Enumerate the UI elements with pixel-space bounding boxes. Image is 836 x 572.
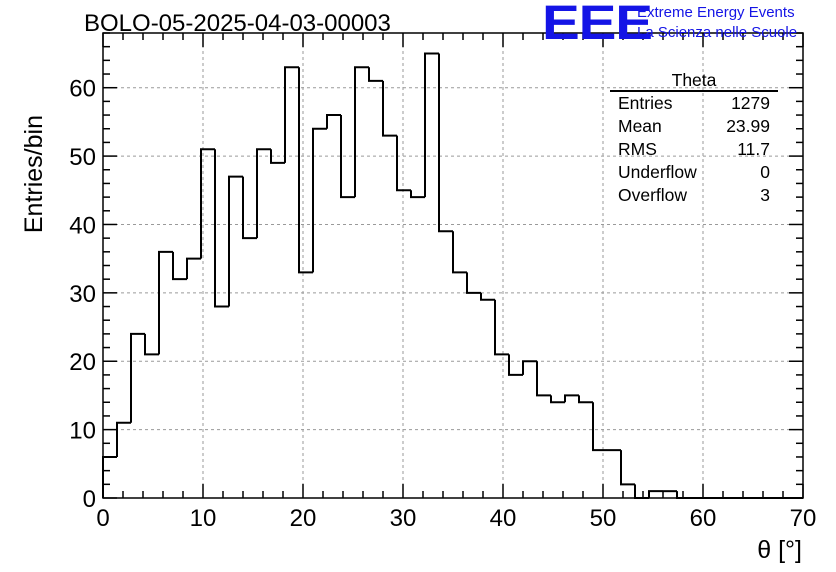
histogram-bin [410,190,425,199]
stats-row-entries: Entries 1279 [610,92,778,115]
x-tick-label: 70 [790,505,817,532]
stats-row-mean: Mean 23.99 [610,115,778,138]
histogram-bin [186,257,201,280]
stats-title: Theta [610,70,778,92]
y-axis-label: Entries/bin [20,115,48,234]
stats-label: Overflow [618,185,688,205]
histogram-bin [452,231,467,274]
y-tick-label: 50 [69,144,96,171]
x-axis-label: θ [°] [757,536,802,564]
histogram-bin [200,148,215,259]
histogram-bins [102,52,803,499]
x-tick-label: 50 [590,505,617,532]
y-tick-label: 40 [69,212,96,239]
y-tick-label: 30 [69,281,96,308]
histogram-bin [508,354,523,376]
histogram-bin [130,332,145,423]
histogram-bin [144,333,159,356]
histogram-bin [172,251,187,281]
histogram-bin [564,394,579,403]
stats-value: 11.7 [737,139,770,159]
histogram-bin [648,490,663,498]
x-tick-label: 10 [190,505,217,532]
stats-value: 3 [760,185,770,205]
histogram-bin [522,360,537,375]
histogram-bin [298,67,313,274]
histogram-bin [676,491,691,499]
stats-row-overflow: Overflow 3 [610,184,778,207]
histogram-bin [480,292,495,301]
histogram-bin [354,66,369,198]
histogram-bin [424,52,439,198]
histogram-bin [270,149,285,164]
stats-row-underflow: Underflow 0 [610,161,778,184]
histogram-bin [312,127,327,273]
stats-value: 23.99 [726,116,770,136]
stats-row-rms: RMS 11.7 [610,138,778,161]
histogram-bin [228,175,243,307]
histogram-bin [550,395,565,404]
x-tick-label: 60 [690,505,717,532]
histogram-bin [116,421,131,457]
stats-label: Underflow [618,162,697,182]
histogram-bin [466,272,481,294]
stats-label: RMS [618,139,657,159]
stats-value: 0 [760,162,770,182]
histogram-bin [634,484,649,499]
histogram-bin [214,149,229,308]
x-tick-label: 0 [96,505,109,532]
histogram-bin [396,135,411,192]
histogram-bin [256,148,271,239]
stats-box: Theta Entries 1279 Mean 23.99 RMS 11.7 U… [610,70,778,207]
histogram-bin [158,250,173,355]
logo-line-1: Extreme Energy Events [637,4,795,21]
histogram-bin [102,455,117,498]
histogram-bin [326,114,341,129]
histogram-bin [438,53,453,233]
histogram-bin [620,450,635,486]
axis-ticks [102,32,804,499]
run-title: BOLO-05-2025-04-03-00003 [84,10,391,37]
histogram-bin [382,80,397,137]
x-tick-label: 20 [290,505,317,532]
x-tick-label: 40 [490,505,517,532]
histogram-bin [592,402,607,452]
y-tick-label: 0 [83,486,96,513]
stats-label: Mean [618,116,662,136]
histogram-bin [340,115,355,199]
stats-label: Entries [618,93,673,113]
histogram-bin [578,395,593,404]
stats-value: 1279 [731,93,770,113]
histogram-bin [536,361,551,397]
histogram-bin [368,67,383,82]
y-tick-label: 20 [69,349,96,376]
x-tick-label: 30 [390,505,417,532]
histogram-bin [494,299,509,356]
y-tick-label: 60 [69,76,96,103]
eee-logo: EEE [542,0,653,50]
grid-lines [103,33,803,498]
histogram-bin [284,66,299,163]
y-tick-label: 10 [69,418,96,445]
histogram-bin [242,176,257,240]
logo-line-2: La Scienza nelle Scuole [637,24,798,41]
